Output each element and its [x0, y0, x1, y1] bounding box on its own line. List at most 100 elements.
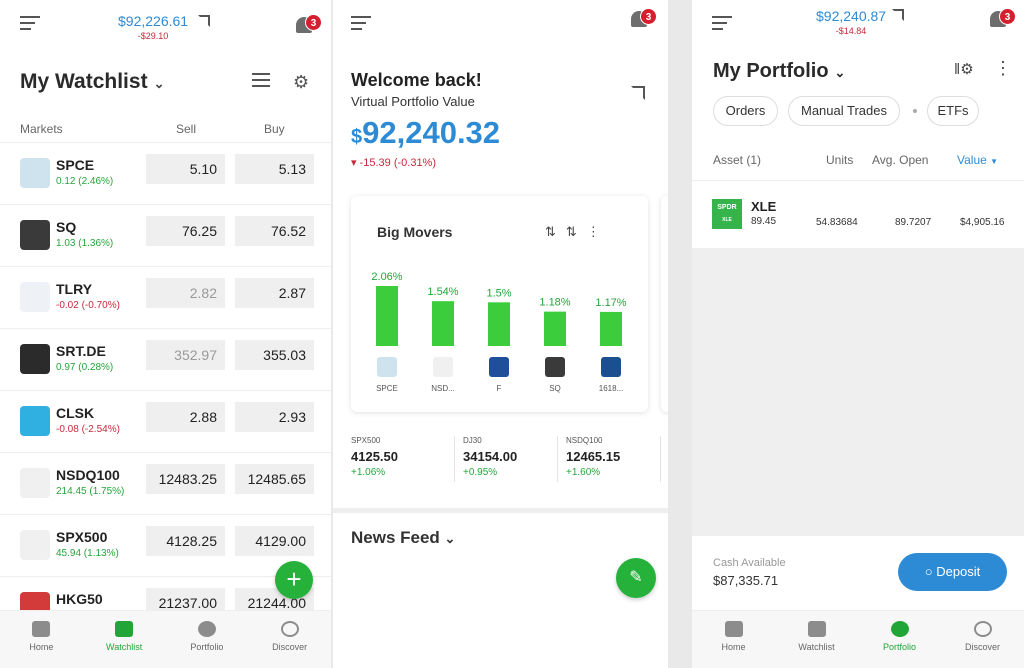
header-portfolio-value[interactable]: $92,240.87 -$14.84 — [816, 8, 886, 36]
add-button[interactable]: + — [275, 561, 313, 599]
index-item[interactable]: NSDQ100 12465.15 +1.60% — [557, 436, 637, 482]
menu-icon[interactable] — [20, 16, 40, 32]
sell-price-button[interactable]: 12483.25 — [146, 464, 225, 494]
cash-available-label: Cash Available — [713, 557, 786, 569]
buy-price-button[interactable]: 2.93 — [235, 402, 314, 432]
gear-icon[interactable]: ⚙ — [293, 72, 310, 92]
watchlist-row[interactable]: CLSK -0.08 (-2.54%) 2.88 2.93 — [0, 390, 331, 452]
col-value[interactable]: Value ▼ — [957, 153, 998, 167]
notification-badge: 3 — [640, 8, 657, 25]
sell-price-button[interactable]: 2.82 — [146, 278, 225, 308]
sell-price-button[interactable]: 352.97 — [146, 340, 225, 370]
chart-settings-icon[interactable]: ‖⚙ — [954, 61, 974, 78]
tab-discover[interactable]: Discover — [941, 611, 1024, 668]
index-change: +1.06% — [351, 467, 386, 478]
mover-logo-icon — [377, 357, 397, 377]
watchlist-row[interactable]: SPX500 45.94 (1.13%) 4128.25 4129.00 — [0, 514, 331, 576]
sell-price-button[interactable]: 76.25 — [146, 216, 225, 246]
watchlist-row[interactable]: SPCE 0.12 (2.46%) 5.10 5.13 — [0, 142, 331, 204]
index-item[interactable]: U7+( — [660, 436, 668, 482]
watchlist-row[interactable]: SRT.DE 0.97 (0.28%) 352.97 355.03 — [0, 328, 331, 390]
mover-bar[interactable] — [600, 311, 622, 346]
buy-price-button[interactable]: 76.52 — [235, 216, 314, 246]
orders-pill[interactable]: Orders — [713, 96, 778, 126]
tab-watchlist[interactable]: Watchlist — [775, 611, 858, 668]
expand-icon[interactable] — [631, 86, 645, 100]
manual-trades-pill[interactable]: Manual Trades — [788, 96, 900, 126]
big-movers-card[interactable]: Big Movers ⇅⇅⋮ 2.06% SPCE 1.54% NSD... 1.5% F… — [351, 196, 648, 412]
header-value: $92,240.87 — [816, 8, 887, 24]
index-item[interactable]: DJ30 34154.00 +0.95% — [454, 436, 534, 482]
sell-price-button[interactable]: 5.10 — [146, 154, 225, 184]
mover-pct-label: 1.18% — [539, 297, 570, 309]
chevron-down-icon: ⌄ — [153, 76, 165, 91]
tab-watchlist[interactable]: Watchlist — [83, 611, 166, 668]
indices-strip[interactable]: SPX500 4125.50 +1.06% DJ30 34154.00 +0.95% NSD… — [333, 436, 668, 488]
menu-icon[interactable] — [351, 16, 371, 32]
col-avg-open[interactable]: Avg. Open — [872, 153, 929, 167]
row-symbol: HKG50 — [56, 591, 103, 607]
etfs-pill[interactable]: ETFs — [927, 96, 979, 126]
index-item[interactable]: SPX500 4125.50 +1.06% — [351, 436, 431, 482]
watchlist-title[interactable]: My Watchlist ⌄ — [20, 70, 164, 94]
position-row[interactable]: SPDR XLE XLE 89.45 54.83684 89.7207 $4,90… — [692, 180, 1024, 248]
portfolio-change-text: -15.39 (-0.31%) — [359, 157, 437, 169]
tab-home[interactable]: Home — [692, 611, 775, 668]
buy-price-button[interactable]: 5.13 — [235, 154, 314, 184]
watchlist-row[interactable]: TLRY -0.02 (-0.70%) 2.82 2.87 — [0, 266, 331, 328]
watchlist-row[interactable]: SQ 1.03 (1.36%) 76.25 76.52 — [0, 204, 331, 266]
sort-icons[interactable]: ⇅⇅⋮ — [545, 224, 610, 240]
filter-icon[interactable] — [252, 73, 270, 89]
watchlist-icon — [807, 621, 826, 637]
tab-discover[interactable]: Discover — [248, 611, 331, 668]
row-change: -0.08 (-2.54%) — [56, 424, 120, 435]
mover-bar[interactable] — [432, 301, 454, 346]
menu-icon[interactable] — [712, 16, 732, 32]
index-change: +0.95% — [463, 467, 498, 478]
sort-up-icon[interactable]: ⇅ — [545, 224, 566, 239]
mover-pct-label: 1.5% — [486, 287, 511, 299]
section-divider — [333, 508, 668, 513]
notifications-bell-icon[interactable]: 3 — [296, 14, 324, 38]
home-icon — [724, 621, 743, 637]
sell-price-button[interactable]: 4128.25 — [146, 526, 225, 556]
next-card-peek[interactable] — [661, 196, 668, 412]
mover-bar[interactable] — [544, 311, 566, 346]
expand-icon[interactable] — [892, 9, 904, 21]
watchlist-row[interactable]: NSDQ100 214.45 (1.75%) 12483.25 12485.65 — [0, 452, 331, 514]
row-symbol: TLRY — [56, 281, 93, 297]
mover-bar[interactable] — [488, 302, 510, 346]
mover-label: SPCE — [376, 384, 398, 393]
news-feed-title: News Feed — [351, 528, 440, 547]
deposit-button[interactable]: ○ Deposit — [898, 553, 1007, 591]
buy-price-button[interactable]: 2.87 — [235, 278, 314, 308]
sell-price-button[interactable]: 2.88 — [146, 402, 225, 432]
mover-label: 1618... — [599, 384, 623, 393]
tab-portfolio[interactable]: Portfolio — [166, 611, 249, 668]
more-icon[interactable]: ⋮ — [994, 58, 1012, 78]
mover-logo-icon — [545, 357, 565, 377]
buy-price-button[interactable]: 4129.00 — [235, 526, 314, 556]
header-portfolio-value[interactable]: $92,226.61 -$29.10 — [118, 13, 188, 41]
tilray-icon — [20, 282, 50, 312]
mover-bar[interactable] — [376, 286, 398, 346]
tab-portfolio[interactable]: Portfolio — [858, 611, 941, 668]
index-value: 12465.15 — [566, 449, 621, 464]
row-change: 45.94 (1.13%) — [56, 548, 119, 559]
portfolio-title[interactable]: My Portfolio ⌄ — [713, 60, 845, 83]
position-symbol: XLE — [751, 199, 777, 214]
edit-button[interactable]: ✎ — [616, 558, 656, 598]
notifications-bell-icon[interactable]: 3 — [631, 8, 659, 32]
buy-price-button[interactable]: 12485.65 — [235, 464, 314, 494]
sort-down-icon[interactable]: ⇅ — [565, 224, 587, 239]
chevron-down-icon: ⌄ — [834, 65, 846, 80]
spce-icon — [20, 158, 50, 188]
buy-price-button[interactable]: 355.03 — [235, 340, 314, 370]
more-icon[interactable]: ⋮ — [586, 224, 610, 239]
col-units[interactable]: Units — [826, 153, 854, 167]
deposit-label: Deposit — [936, 564, 981, 579]
notifications-bell-icon[interactable]: 3 — [990, 8, 1018, 32]
expand-icon[interactable] — [198, 15, 210, 27]
tab-home[interactable]: Home — [0, 611, 83, 668]
news-feed-header[interactable]: News Feed ⌄ — [351, 528, 455, 548]
